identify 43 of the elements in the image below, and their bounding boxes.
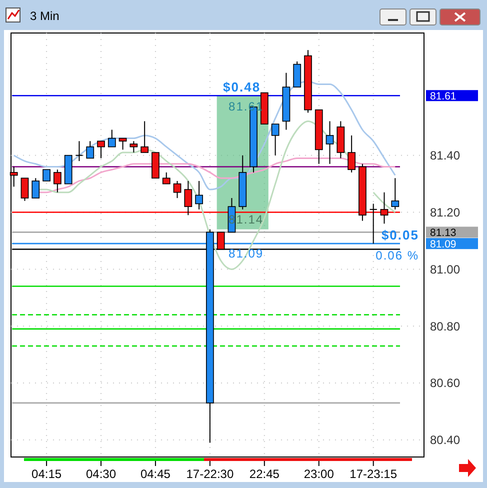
- candlestick: [195, 180, 203, 210]
- annotation: 81.09: [228, 246, 264, 261]
- candlestick: [118, 138, 127, 150]
- candlestick: [293, 60, 302, 88]
- candlestick: [348, 134, 356, 173]
- x-tick-label: 23:00: [304, 467, 334, 481]
- candlestick: [162, 172, 170, 184]
- candlestick: [42, 169, 50, 182]
- y-tick-label: 81.40: [430, 148, 460, 163]
- y-tick-label: 80.80: [430, 319, 460, 334]
- annotation: 0.06 %: [376, 248, 419, 263]
- x-tick-label: 17-23:15: [350, 467, 398, 481]
- candlestick: [86, 140, 94, 159]
- candlestick: [369, 203, 378, 244]
- candlestick: [184, 180, 192, 216]
- candlestick: [130, 140, 138, 154]
- candlestick: [108, 129, 116, 148]
- x-tick-label: 17-22:30: [186, 467, 234, 481]
- candlestick: [20, 178, 29, 202]
- y-tick-label: 81.00: [430, 262, 460, 276]
- candlestick: [75, 140, 84, 162]
- ref-line-label: 81.61: [430, 90, 456, 102]
- candlestick: [326, 120, 334, 164]
- candlestick: [391, 178, 400, 210]
- x-tick-label: 04:30: [86, 467, 116, 481]
- candlestick: [53, 169, 62, 193]
- candlestick: [173, 180, 182, 199]
- x-tick-label: 22:45: [249, 467, 280, 481]
- candlestick: [271, 124, 280, 156]
- annotation: $0.05: [381, 228, 419, 243]
- candlestick: [97, 140, 105, 159]
- chart-title: 3 Min: [30, 9, 60, 23]
- y-tick-label: 80.40: [430, 433, 460, 448]
- candlestick: [140, 120, 149, 154]
- candlestick: [380, 192, 388, 224]
- ref-line-label: 81.09: [430, 238, 456, 250]
- x-tick-label: 04:15: [32, 467, 62, 481]
- x-tick-label: 04:45: [140, 467, 171, 481]
- annotation: $0.48: [223, 80, 261, 95]
- ref-line-label: 81.13: [430, 226, 456, 239]
- y-tick-label: 81.20: [430, 205, 460, 220]
- y-tick-label: 80.60: [430, 376, 460, 390]
- candlestick: [32, 178, 40, 199]
